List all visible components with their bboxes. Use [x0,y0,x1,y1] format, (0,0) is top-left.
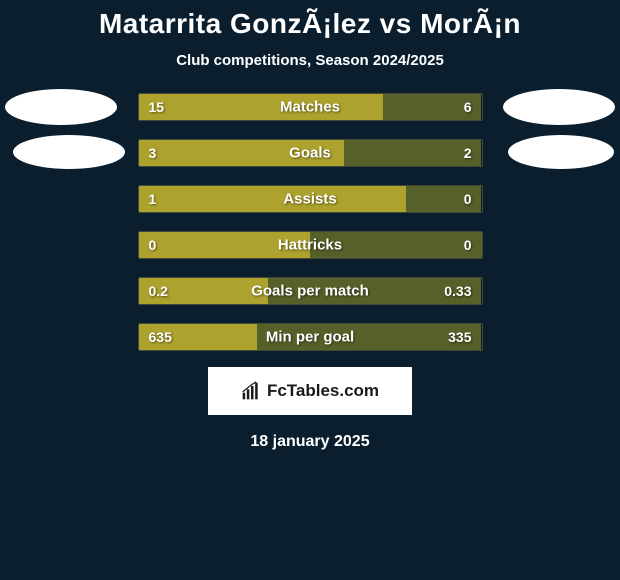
stat-value-left: 0.2 [149,283,168,299]
bar-segment-right [344,140,481,166]
stat-label: Min per goal [266,329,354,346]
comparison-container: Matarrita GonzÃ¡lez vs MorÃ¡n Club compe… [0,0,620,580]
fctables-logo[interactable]: FcTables.com [208,367,412,415]
logo-text: FcTables.com [267,381,379,401]
stats-area: 15 6 Matches 3 2 Goals 1 0 Assists 0 0 Hattricks 0.2… [0,93,620,351]
stat-value-right: 0 [464,191,472,207]
stat-value-right: 0 [464,237,472,253]
bar-segment-left [139,94,384,120]
page-title: Matarrita GonzÃ¡lez vs MorÃ¡n [99,8,521,40]
stat-value-left: 0 [149,237,157,253]
stat-row: 635 335 Min per goal [0,323,620,351]
stat-label: Hattricks [278,237,342,254]
stat-bar: 0.2 0.33 Goals per match [138,277,483,305]
stat-bar: 15 6 Matches [138,93,483,121]
stat-value-left: 635 [149,329,172,345]
player-badge-right [503,89,615,125]
stat-value-left: 15 [149,99,165,115]
chart-icon [241,381,261,401]
stat-row: 3 2 Goals [0,139,620,167]
stat-label: Goals per match [251,283,369,300]
stat-row: 1 0 Assists [0,185,620,213]
stat-bar: 635 335 Min per goal [138,323,483,351]
player-badge-left [13,135,125,169]
stat-bar: 1 0 Assists [138,185,483,213]
date-text: 18 january 2025 [250,433,369,451]
stat-value-right: 0.33 [444,283,471,299]
stat-bar: 3 2 Goals [138,139,483,167]
stat-value-left: 3 [149,145,157,161]
stat-row: 0 0 Hattricks [0,231,620,259]
stat-row: 15 6 Matches [0,93,620,121]
stat-label: Goals [289,145,331,162]
stat-value-right: 6 [464,99,472,115]
stat-value-left: 1 [149,191,157,207]
stat-bar: 0 0 Hattricks [138,231,483,259]
subtitle: Club competitions, Season 2024/2025 [176,52,444,69]
stat-label: Assists [283,191,336,208]
stat-label: Matches [280,99,340,116]
player-badge-right [508,135,614,169]
stat-row: 0.2 0.33 Goals per match [0,277,620,305]
stat-value-right: 2 [464,145,472,161]
player-badge-left [5,89,117,125]
bar-segment-left [139,186,407,212]
stat-value-right: 335 [448,329,471,345]
